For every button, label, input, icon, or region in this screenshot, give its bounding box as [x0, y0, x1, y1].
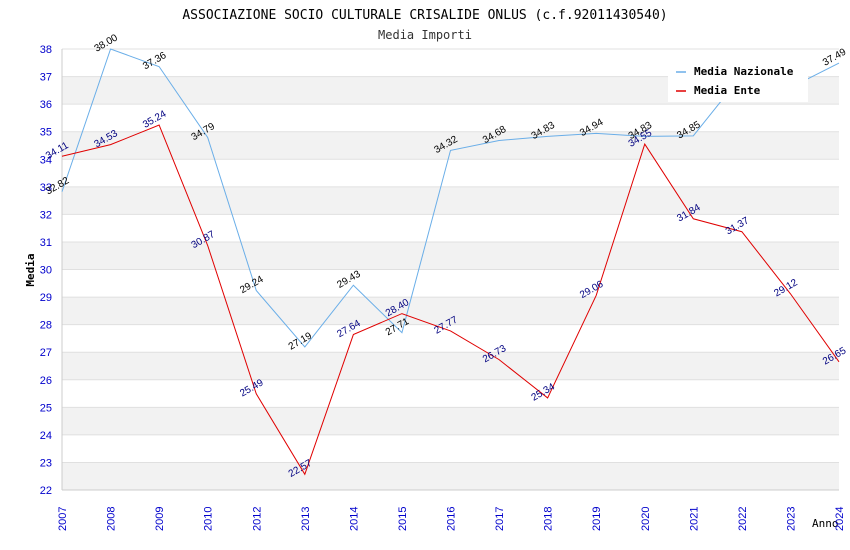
y-tick-label: 37	[40, 72, 52, 84]
x-tick-label: 2012	[251, 507, 263, 531]
y-tick-label: 26	[40, 375, 52, 387]
plot-band	[62, 131, 839, 160]
plot-band	[62, 297, 839, 325]
x-tick-labels: 2007 2008 2009 2010 2012 2013 2014 2015 2016 2017…	[57, 507, 846, 531]
y-tick-label: 33	[40, 182, 52, 194]
x-tick-label: 2019	[591, 507, 603, 531]
legend: Media Nazionale Media Ente	[668, 60, 808, 102]
x-tick-label: 2024	[834, 507, 846, 531]
plot-band	[62, 214, 839, 242]
y-tick-label: 29	[40, 292, 52, 304]
plot-band	[62, 407, 839, 435]
plot-band	[62, 186, 839, 215]
y-tick-label: 32	[40, 209, 52, 221]
plot-band	[62, 434, 839, 463]
series-lines	[61, 48, 840, 476]
y-tick-label: 25	[40, 402, 52, 414]
y-tick-label: 36	[40, 99, 52, 111]
legend-label-media-nazionale: Media Nazionale	[694, 65, 794, 78]
x-tick-label: 2016	[446, 507, 458, 531]
x-tick-label: 2015	[397, 507, 409, 531]
x-tick-label: 2007	[57, 507, 69, 531]
x-tick-label: 2008	[106, 507, 118, 531]
x-tick-label: 2010	[203, 507, 215, 531]
plot-band	[62, 379, 839, 408]
plot-band	[62, 462, 839, 490]
y-tick-label: 22	[40, 485, 52, 497]
x-tick-label: 2018	[543, 507, 555, 531]
y-tick-labels: 22 23 24 25 26 27 28 29 30 31 32 33 34 35 36 37 38	[40, 44, 52, 497]
x-tick-label: 2022	[737, 507, 749, 531]
y-tick-label: 27	[40, 347, 52, 359]
y-tick-label: 24	[40, 430, 52, 442]
plot-band	[62, 324, 839, 353]
y-axis-title: Media	[24, 253, 37, 286]
x-tick-label: 2014	[348, 507, 360, 531]
chart-title: ASSOCIAZIONE SOCIO CULTURALE CRISALIDE O…	[182, 8, 667, 23]
x-tick-label: 2009	[154, 507, 166, 531]
plot-band	[62, 352, 839, 380]
legend-box	[668, 60, 808, 102]
y-tick-label: 34	[40, 154, 52, 166]
y-tick-label: 38	[40, 44, 52, 56]
x-tick-label: 2013	[300, 507, 312, 531]
x-tick-label: 2017	[494, 507, 506, 531]
gridlines	[61, 48, 839, 491]
y-tick-label: 23	[40, 457, 52, 469]
plot-band	[62, 104, 839, 132]
legend-label-media-ente: Media Ente	[694, 84, 761, 97]
plot-band	[62, 241, 839, 270]
x-tick-label: 2023	[785, 507, 797, 531]
x-tick-label: 2020	[640, 507, 652, 531]
y-tick-label: 31	[40, 237, 52, 249]
x-tick-label: 2021	[688, 507, 700, 531]
chart-subtitle: Media Importi	[378, 28, 472, 42]
plot-band	[62, 269, 839, 298]
x-axis-title: Anno	[812, 517, 839, 530]
y-tick-label: 28	[40, 320, 52, 332]
plot-background-bands	[62, 49, 839, 490]
y-tick-label: 35	[40, 127, 52, 139]
series-line-media-nazionale	[61, 48, 840, 348]
y-tick-label: 30	[40, 265, 52, 277]
series-line-media-ente	[61, 124, 840, 476]
plot-band	[62, 159, 839, 187]
